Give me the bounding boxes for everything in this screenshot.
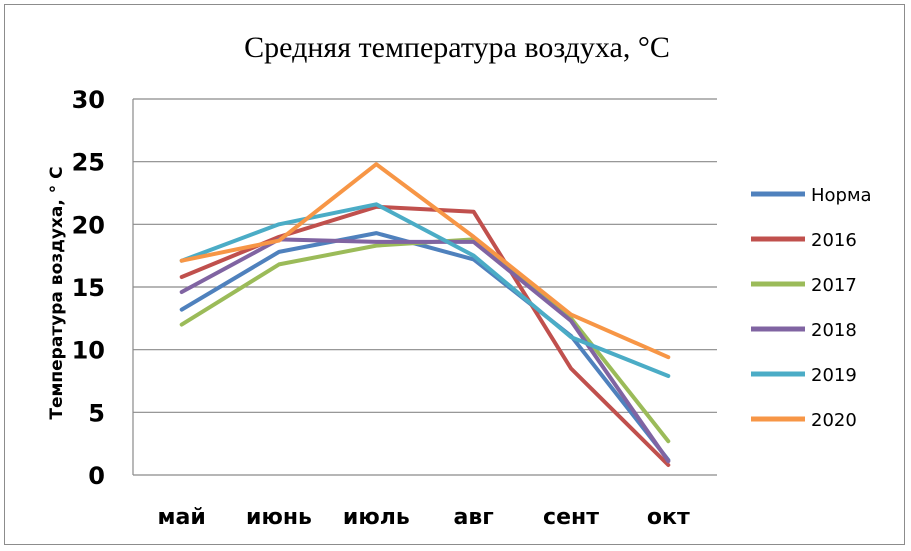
- x-tick-label: май: [158, 505, 206, 530]
- y-axis-label: Температура воздуха, ° С: [47, 166, 67, 419]
- line-chart: Средняя температура воздуха, °С Температ…: [47, 31, 872, 530]
- legend-label: 2016: [811, 230, 857, 251]
- legend-label: 2019: [811, 365, 857, 386]
- legend-label: Норма: [811, 185, 872, 206]
- legend: Норма 2016 2017 2018 2019 2020: [751, 185, 872, 431]
- gridlines: [132, 98, 717, 476]
- y-tick-label: 0: [88, 462, 105, 490]
- series-line-2019: [179, 202, 671, 378]
- y-tick-label: 5: [88, 399, 105, 427]
- legend-label: 2018: [811, 320, 857, 341]
- chart-frame: Средняя температура воздуха, °С Температ…: [4, 4, 905, 545]
- series-line-Норма: [179, 231, 671, 462]
- x-tick-label: авг: [454, 505, 494, 530]
- y-tick-label: 30: [72, 86, 105, 114]
- legend-label: 2020: [811, 410, 857, 431]
- x-axis-ticks: май июнь июль авг сент окт: [158, 505, 690, 530]
- chart-title: Средняя температура воздуха, °С: [244, 31, 670, 64]
- legend-label: 2017: [811, 275, 857, 296]
- x-tick-label: июль: [343, 505, 410, 530]
- y-tick-label: 15: [72, 274, 105, 302]
- y-tick-label: 25: [72, 149, 105, 177]
- series-line-2017: [179, 237, 671, 444]
- x-tick-label: окт: [647, 505, 690, 530]
- x-tick-label: июнь: [246, 505, 312, 530]
- series-line-2020: [179, 162, 671, 360]
- x-tick-label: сент: [543, 505, 599, 530]
- series-lines: [179, 162, 671, 467]
- y-axis-ticks: 0 5 10 15 20 25 30: [72, 86, 105, 490]
- y-tick-label: 10: [72, 337, 105, 365]
- y-tick-label: 20: [72, 211, 105, 239]
